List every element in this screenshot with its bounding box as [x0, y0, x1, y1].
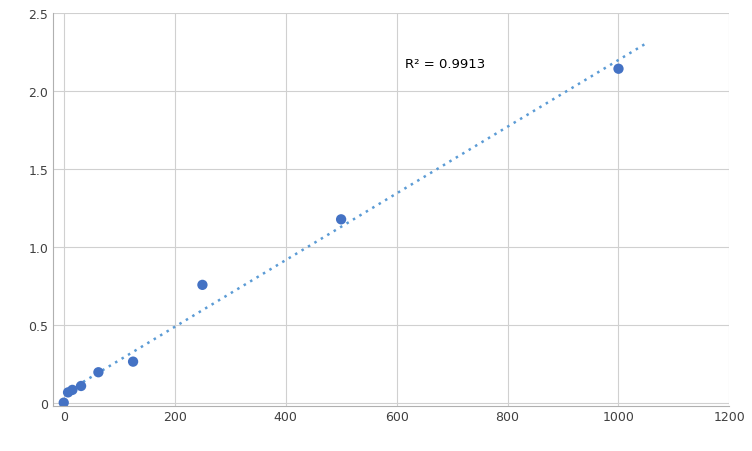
Point — [66, 387, 78, 394]
Point — [335, 216, 347, 223]
Point — [127, 358, 139, 365]
Point — [62, 389, 74, 396]
Point — [75, 382, 87, 390]
Point — [612, 66, 624, 73]
Point — [196, 281, 208, 289]
Text: R² = 0.9913: R² = 0.9913 — [405, 58, 485, 71]
Point — [58, 399, 70, 406]
Point — [92, 369, 105, 376]
